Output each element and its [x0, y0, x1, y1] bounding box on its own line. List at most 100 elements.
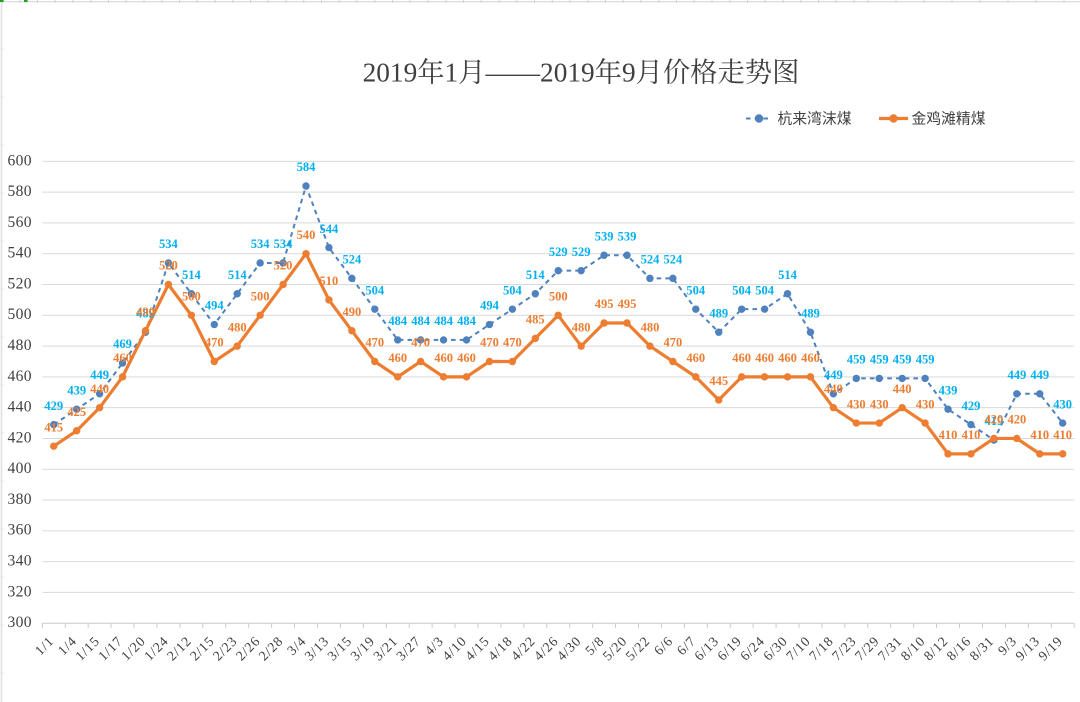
- svg-text:1/20: 1/20: [118, 633, 148, 663]
- svg-text:480: 480: [8, 337, 32, 354]
- svg-text:4/30: 4/30: [554, 633, 584, 663]
- svg-text:489: 489: [801, 306, 820, 320]
- svg-text:459: 459: [893, 353, 912, 367]
- svg-text:520: 520: [159, 259, 178, 273]
- svg-text:469: 469: [113, 337, 132, 351]
- svg-text:6/13: 6/13: [691, 633, 721, 663]
- svg-text:529: 529: [549, 245, 568, 259]
- svg-text:524: 524: [641, 253, 661, 267]
- svg-text:460: 460: [457, 351, 476, 365]
- svg-text:459: 459: [847, 353, 866, 367]
- svg-text:504: 504: [732, 283, 752, 297]
- svg-text:484: 484: [388, 314, 408, 328]
- svg-text:2/15: 2/15: [187, 633, 217, 663]
- svg-text:489: 489: [709, 306, 728, 320]
- svg-text:484: 484: [411, 314, 431, 328]
- svg-text:400: 400: [8, 460, 32, 477]
- svg-text:420: 420: [985, 413, 1004, 427]
- svg-text:300: 300: [8, 614, 32, 631]
- svg-text:320: 320: [8, 583, 32, 600]
- svg-text:489: 489: [136, 306, 155, 320]
- svg-text:460: 460: [755, 351, 774, 365]
- svg-text:6/30: 6/30: [760, 633, 790, 663]
- svg-text:490: 490: [342, 305, 361, 319]
- svg-text:540: 540: [297, 228, 316, 242]
- svg-text:460: 460: [732, 351, 751, 365]
- svg-text:3/21: 3/21: [370, 633, 400, 663]
- svg-text:415: 415: [44, 420, 63, 434]
- svg-text:560: 560: [8, 214, 32, 231]
- svg-text:504: 504: [686, 283, 706, 297]
- svg-text:480: 480: [641, 320, 660, 334]
- svg-text:580: 580: [8, 183, 32, 200]
- svg-text:1/1: 1/1: [32, 633, 57, 658]
- svg-text:524: 524: [664, 253, 684, 267]
- svg-text:500: 500: [251, 290, 270, 304]
- svg-text:2/23: 2/23: [210, 633, 240, 663]
- svg-text:7/10: 7/10: [783, 633, 813, 663]
- svg-text:494: 494: [205, 299, 225, 313]
- svg-text:600: 600: [8, 152, 32, 169]
- svg-text:470: 470: [411, 336, 430, 350]
- svg-text:470: 470: [365, 336, 384, 350]
- svg-text:420: 420: [1007, 413, 1026, 427]
- svg-text:9/19: 9/19: [1035, 633, 1065, 663]
- svg-text:430: 430: [870, 397, 889, 411]
- svg-text:534: 534: [274, 237, 294, 251]
- svg-text:429: 429: [962, 399, 981, 413]
- svg-text:430: 430: [847, 397, 866, 411]
- svg-text:440: 440: [893, 382, 912, 396]
- svg-text:4/22: 4/22: [508, 633, 538, 663]
- svg-text:460: 460: [8, 368, 32, 385]
- svg-text:7/18: 7/18: [806, 633, 836, 663]
- svg-text:504: 504: [503, 283, 523, 297]
- svg-text:430: 430: [1053, 397, 1072, 411]
- svg-text:500: 500: [549, 290, 568, 304]
- svg-text:504: 504: [755, 283, 775, 297]
- svg-text:460: 460: [778, 351, 797, 365]
- svg-text:514: 514: [182, 268, 202, 282]
- svg-text:460: 460: [388, 351, 407, 365]
- svg-text:445: 445: [709, 374, 728, 388]
- svg-text:6/19: 6/19: [714, 633, 744, 663]
- svg-text:425: 425: [67, 405, 86, 419]
- svg-text:419: 419: [985, 414, 1004, 428]
- svg-text:3/27: 3/27: [393, 633, 423, 663]
- svg-text:8/31: 8/31: [967, 633, 997, 663]
- svg-text:420: 420: [8, 429, 32, 446]
- svg-text:470: 470: [503, 336, 522, 350]
- svg-text:410: 410: [962, 428, 981, 442]
- svg-text:6/24: 6/24: [737, 633, 767, 663]
- svg-text:459: 459: [870, 353, 889, 367]
- svg-text:495: 495: [618, 297, 637, 311]
- svg-text:534: 534: [251, 237, 271, 251]
- svg-text:484: 484: [457, 314, 477, 328]
- svg-text:449: 449: [90, 368, 109, 382]
- svg-text:439: 439: [939, 383, 958, 397]
- svg-text:514: 514: [228, 268, 248, 282]
- svg-text:4/15: 4/15: [462, 633, 492, 663]
- svg-text:8/12: 8/12: [921, 633, 951, 663]
- svg-text:529: 529: [572, 245, 591, 259]
- svg-text:484: 484: [434, 314, 454, 328]
- svg-text:4/26: 4/26: [531, 633, 561, 663]
- svg-text:500: 500: [8, 306, 32, 323]
- svg-text:440: 440: [824, 382, 843, 396]
- svg-text:3/13: 3/13: [302, 633, 332, 663]
- svg-text:6/6: 6/6: [651, 633, 676, 658]
- svg-text:1/17: 1/17: [95, 633, 125, 663]
- svg-text:410: 410: [1053, 428, 1072, 442]
- svg-text:1/15: 1/15: [72, 633, 102, 663]
- svg-text:470: 470: [480, 336, 499, 350]
- svg-text:440: 440: [90, 382, 109, 396]
- svg-text:2/26: 2/26: [233, 633, 263, 663]
- svg-text:8/10: 8/10: [898, 633, 928, 663]
- svg-text:430: 430: [916, 397, 935, 411]
- svg-text:520: 520: [8, 275, 32, 292]
- svg-text:杭来湾沫煤: 杭来湾沫煤: [778, 108, 852, 129]
- svg-text:3/15: 3/15: [325, 633, 355, 663]
- svg-text:5/20: 5/20: [600, 633, 630, 663]
- svg-text:440: 440: [8, 399, 32, 416]
- svg-text:490: 490: [136, 305, 155, 319]
- svg-text:1/24: 1/24: [141, 633, 171, 663]
